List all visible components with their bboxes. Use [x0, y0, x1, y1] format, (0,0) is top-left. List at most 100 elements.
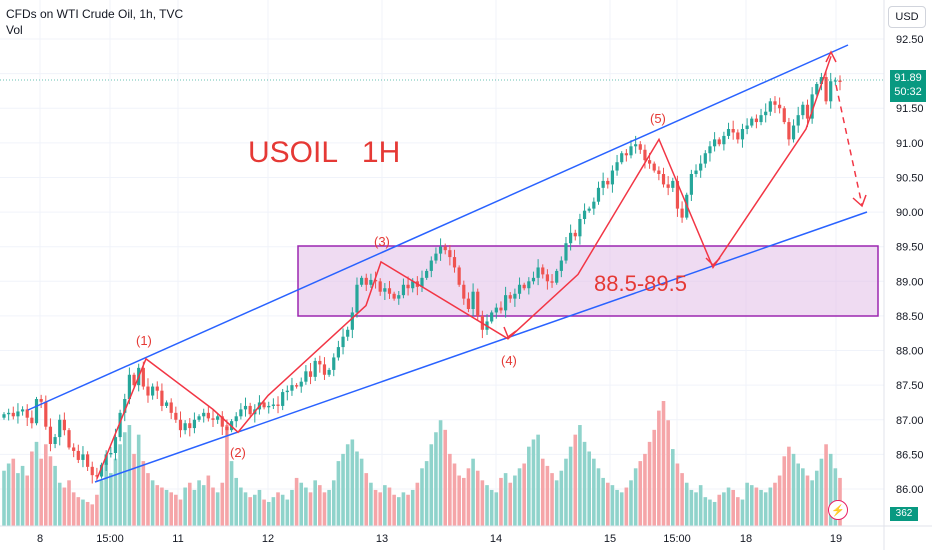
volume-bar [828, 453, 833, 526]
volume-bar [768, 487, 773, 526]
volume-bar [387, 487, 392, 526]
volume-badge: 362 [890, 507, 918, 521]
volume-bar [396, 497, 401, 526]
y-tick-label: 86.50 [896, 449, 924, 461]
wave-arrowhead-c [705, 257, 721, 267]
volume-bar [276, 492, 280, 526]
candle-body [188, 423, 192, 429]
lightning-icon[interactable]: ⚡ [828, 500, 848, 520]
candle-body [206, 412, 210, 419]
volume-bar [689, 489, 694, 526]
candle-body [322, 364, 327, 375]
volume-bar [587, 451, 591, 526]
volume-bar [671, 449, 675, 526]
candle-body [768, 101, 772, 112]
volume-bar [759, 489, 763, 526]
candle-body [513, 293, 517, 299]
candle-body [53, 437, 57, 444]
channel-lower-line[interactable] [94, 211, 868, 483]
volume-bar [833, 468, 838, 526]
candle-body [304, 371, 308, 382]
candle-body [16, 411, 20, 417]
volume-bar [25, 475, 30, 526]
candle-body [791, 125, 796, 140]
candle-body [443, 246, 447, 251]
candle-body [689, 174, 693, 195]
volume-bar [197, 480, 201, 526]
volume-bar [225, 425, 229, 526]
candle-body [555, 270, 559, 283]
candle-body [471, 291, 475, 309]
currency-button[interactable]: USD [888, 6, 926, 28]
candle-body [220, 416, 224, 427]
zone-label: 88.5-89.5 [594, 271, 687, 296]
volume-bar [643, 453, 647, 526]
volume-bar [294, 477, 299, 526]
candle-body [86, 454, 90, 467]
volume-bar [415, 482, 420, 526]
volume-bar [763, 492, 768, 526]
volume-bar [178, 499, 183, 526]
volume-bar [16, 473, 20, 526]
y-tick-label: 86.00 [896, 484, 924, 496]
volume-bar [48, 456, 53, 526]
volume-bar [457, 475, 461, 526]
volume-bar [262, 499, 266, 526]
candle-body [20, 409, 25, 412]
volume-bar [754, 487, 759, 526]
volume-bar [489, 489, 494, 526]
volume-bar [20, 465, 25, 526]
candle-body [341, 336, 345, 348]
volume-bar [304, 487, 308, 526]
volume-bar [331, 480, 336, 526]
volume-bar [796, 463, 800, 526]
volume-bar [336, 461, 341, 526]
candle-body [717, 139, 721, 145]
volume-bar [373, 489, 378, 526]
volume-bar [568, 446, 573, 526]
candle-body [629, 146, 633, 156]
candle-body [815, 84, 819, 95]
elliott-wave-path[interactable] [96, 56, 832, 479]
candle-body [810, 94, 814, 119]
time-axis[interactable]: 8 15:00 11 12 13 14 15 15:00 18 19 [37, 533, 842, 545]
candle-body [708, 146, 712, 154]
volume-bar [619, 492, 624, 526]
candle-body [661, 174, 666, 185]
volume-bar [726, 487, 731, 526]
volume-bar [536, 434, 540, 526]
candle-body [39, 399, 43, 402]
candle-body [587, 208, 591, 211]
candle-body [652, 163, 656, 171]
candle-body [248, 405, 252, 415]
volume-bar [722, 492, 726, 526]
volume-bar [392, 494, 396, 526]
volume-bar [215, 492, 220, 526]
channel-upper-line[interactable] [27, 44, 849, 411]
volume-bar [345, 444, 350, 526]
candle-body [448, 250, 452, 258]
candle-body [313, 360, 317, 377]
candle-body [332, 357, 336, 370]
volume-bar [605, 482, 610, 526]
volume-bar [355, 451, 359, 526]
volume-bar [527, 446, 531, 526]
volume-bar [364, 473, 369, 526]
projection-line[interactable] [835, 84, 863, 206]
x-tick-label: 11 [172, 533, 183, 545]
volume-bar [318, 485, 322, 526]
volume-bar [475, 470, 480, 526]
wave-label-1: (1) [136, 333, 152, 348]
candle-body [610, 170, 615, 185]
candle-body [90, 466, 94, 476]
volume-bar [787, 446, 791, 526]
candle-body [801, 104, 805, 116]
candle-body [276, 404, 280, 406]
candle-body [592, 201, 596, 209]
volume-bar [592, 458, 596, 526]
candle-body [401, 284, 406, 296]
candle-body [262, 402, 266, 408]
price-axis[interactable]: 92.5092.0091.5091.0090.5090.0089.5089.00… [896, 34, 924, 496]
y-tick-label: 89.00 [896, 276, 924, 288]
